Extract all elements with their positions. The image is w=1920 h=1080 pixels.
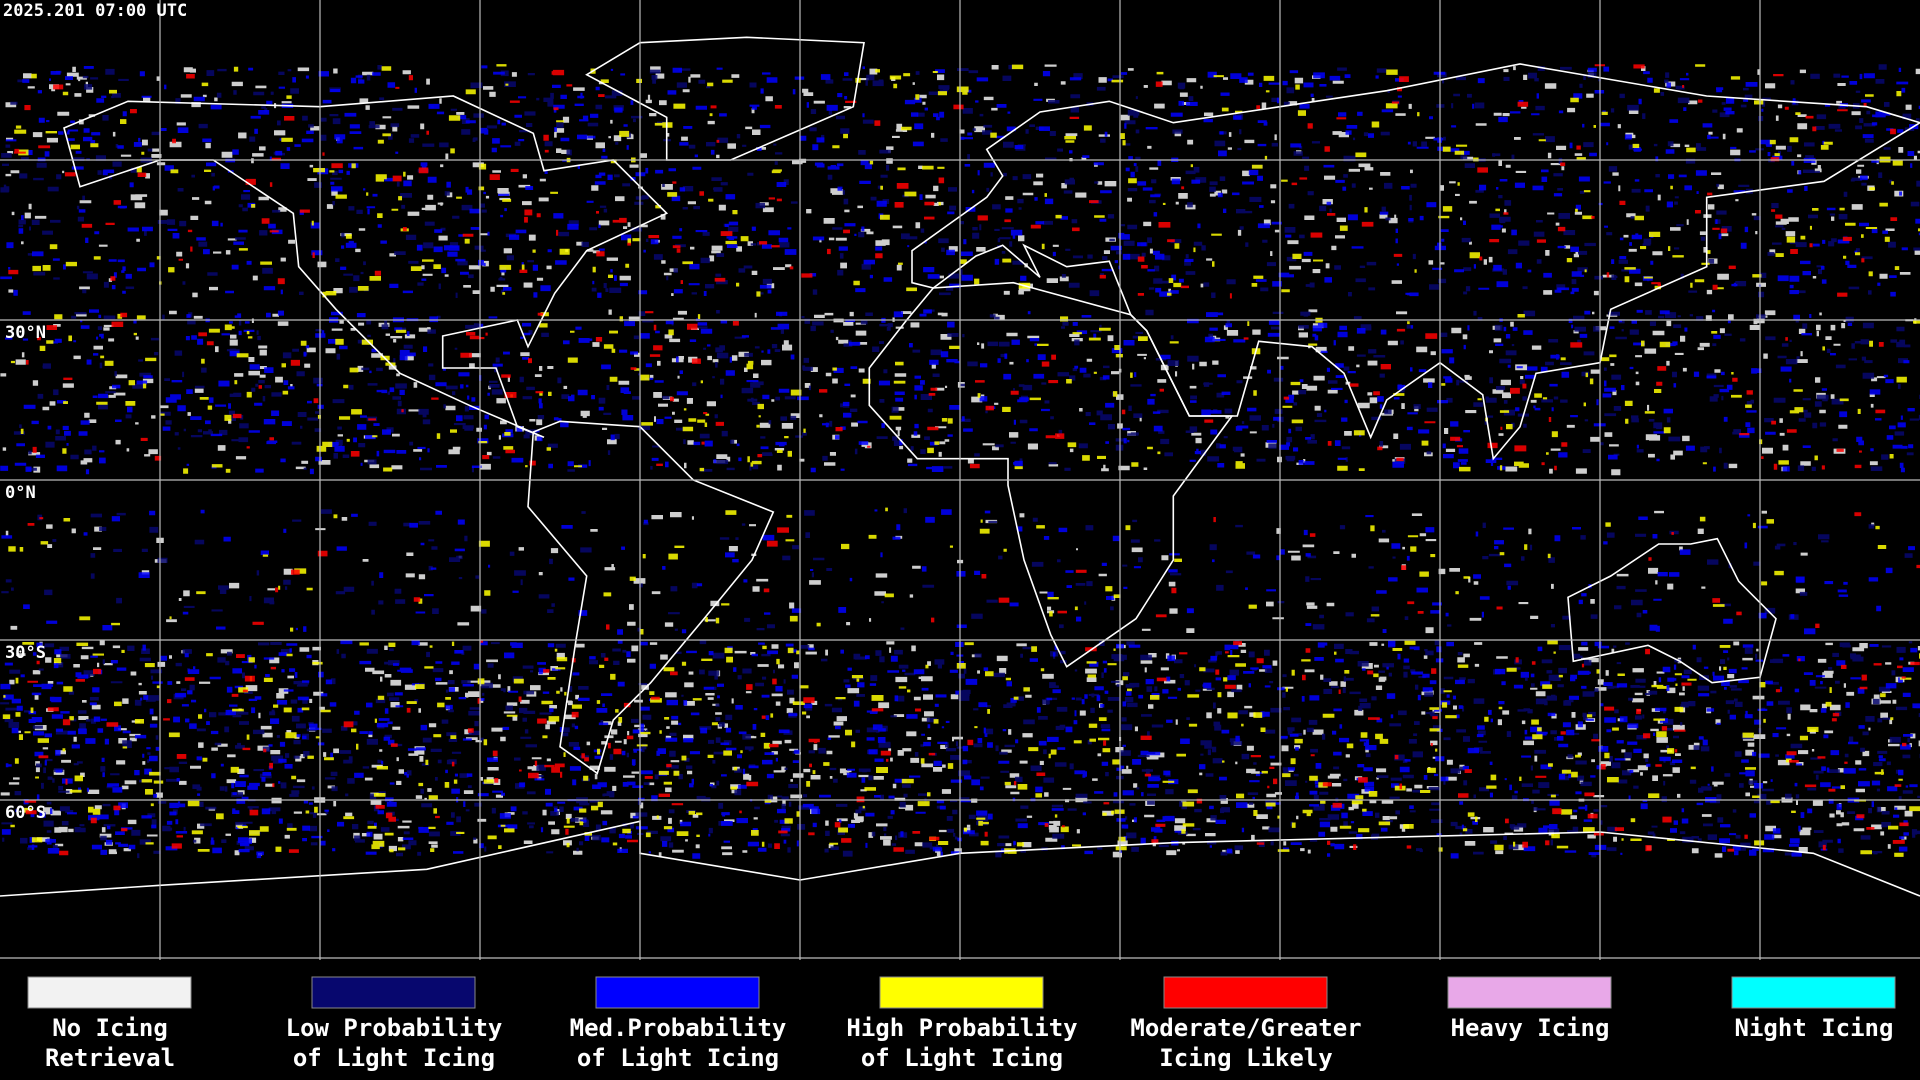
lat-labels: 30°N 0°N 30°S 60°S	[5, 323, 46, 823]
legend-label: Heavy Icing	[1451, 1014, 1610, 1042]
coastline	[911, 63, 1920, 461]
lat-label: 30°S	[5, 643, 46, 663]
legend-label: Night Icing	[1735, 1014, 1894, 1042]
legend-swatch	[27, 976, 192, 1009]
legend-label: of Light Icing	[577, 1044, 779, 1072]
coastlines	[0, 36, 1920, 897]
legend-label: Med.Probability	[570, 1014, 787, 1042]
lat-label: 30°N	[5, 323, 46, 343]
coastline	[527, 420, 775, 775]
legend-swatch	[311, 976, 476, 1009]
legend-swatch	[1447, 976, 1612, 1009]
timestamp: 2025.201 07:00 UTC	[3, 1, 187, 21]
legend-label: Moderate/Greater	[1130, 1014, 1361, 1042]
legend-label: of Light Icing	[861, 1044, 1063, 1072]
legend-label: of Light Icing	[293, 1044, 495, 1072]
coastline	[868, 281, 1234, 668]
lat-label: 0°N	[5, 483, 36, 503]
legend-label: No Icing	[52, 1014, 168, 1042]
lat-lon-grid	[0, 0, 1920, 960]
legend-label: Retrieval	[45, 1044, 175, 1072]
lat-label: 60°S	[5, 803, 46, 823]
legend-swatch	[595, 976, 760, 1009]
coastline	[0, 820, 1920, 897]
legend-swatch	[879, 976, 1044, 1009]
legend-swatch	[1731, 976, 1896, 1009]
legend-label: Low Probability	[286, 1014, 503, 1042]
legend-swatch	[1163, 976, 1328, 1009]
coastline	[63, 95, 669, 439]
coastline	[1567, 537, 1777, 684]
legend-label: High Probability	[846, 1014, 1077, 1042]
legend-label: Icing Likely	[1159, 1044, 1332, 1072]
